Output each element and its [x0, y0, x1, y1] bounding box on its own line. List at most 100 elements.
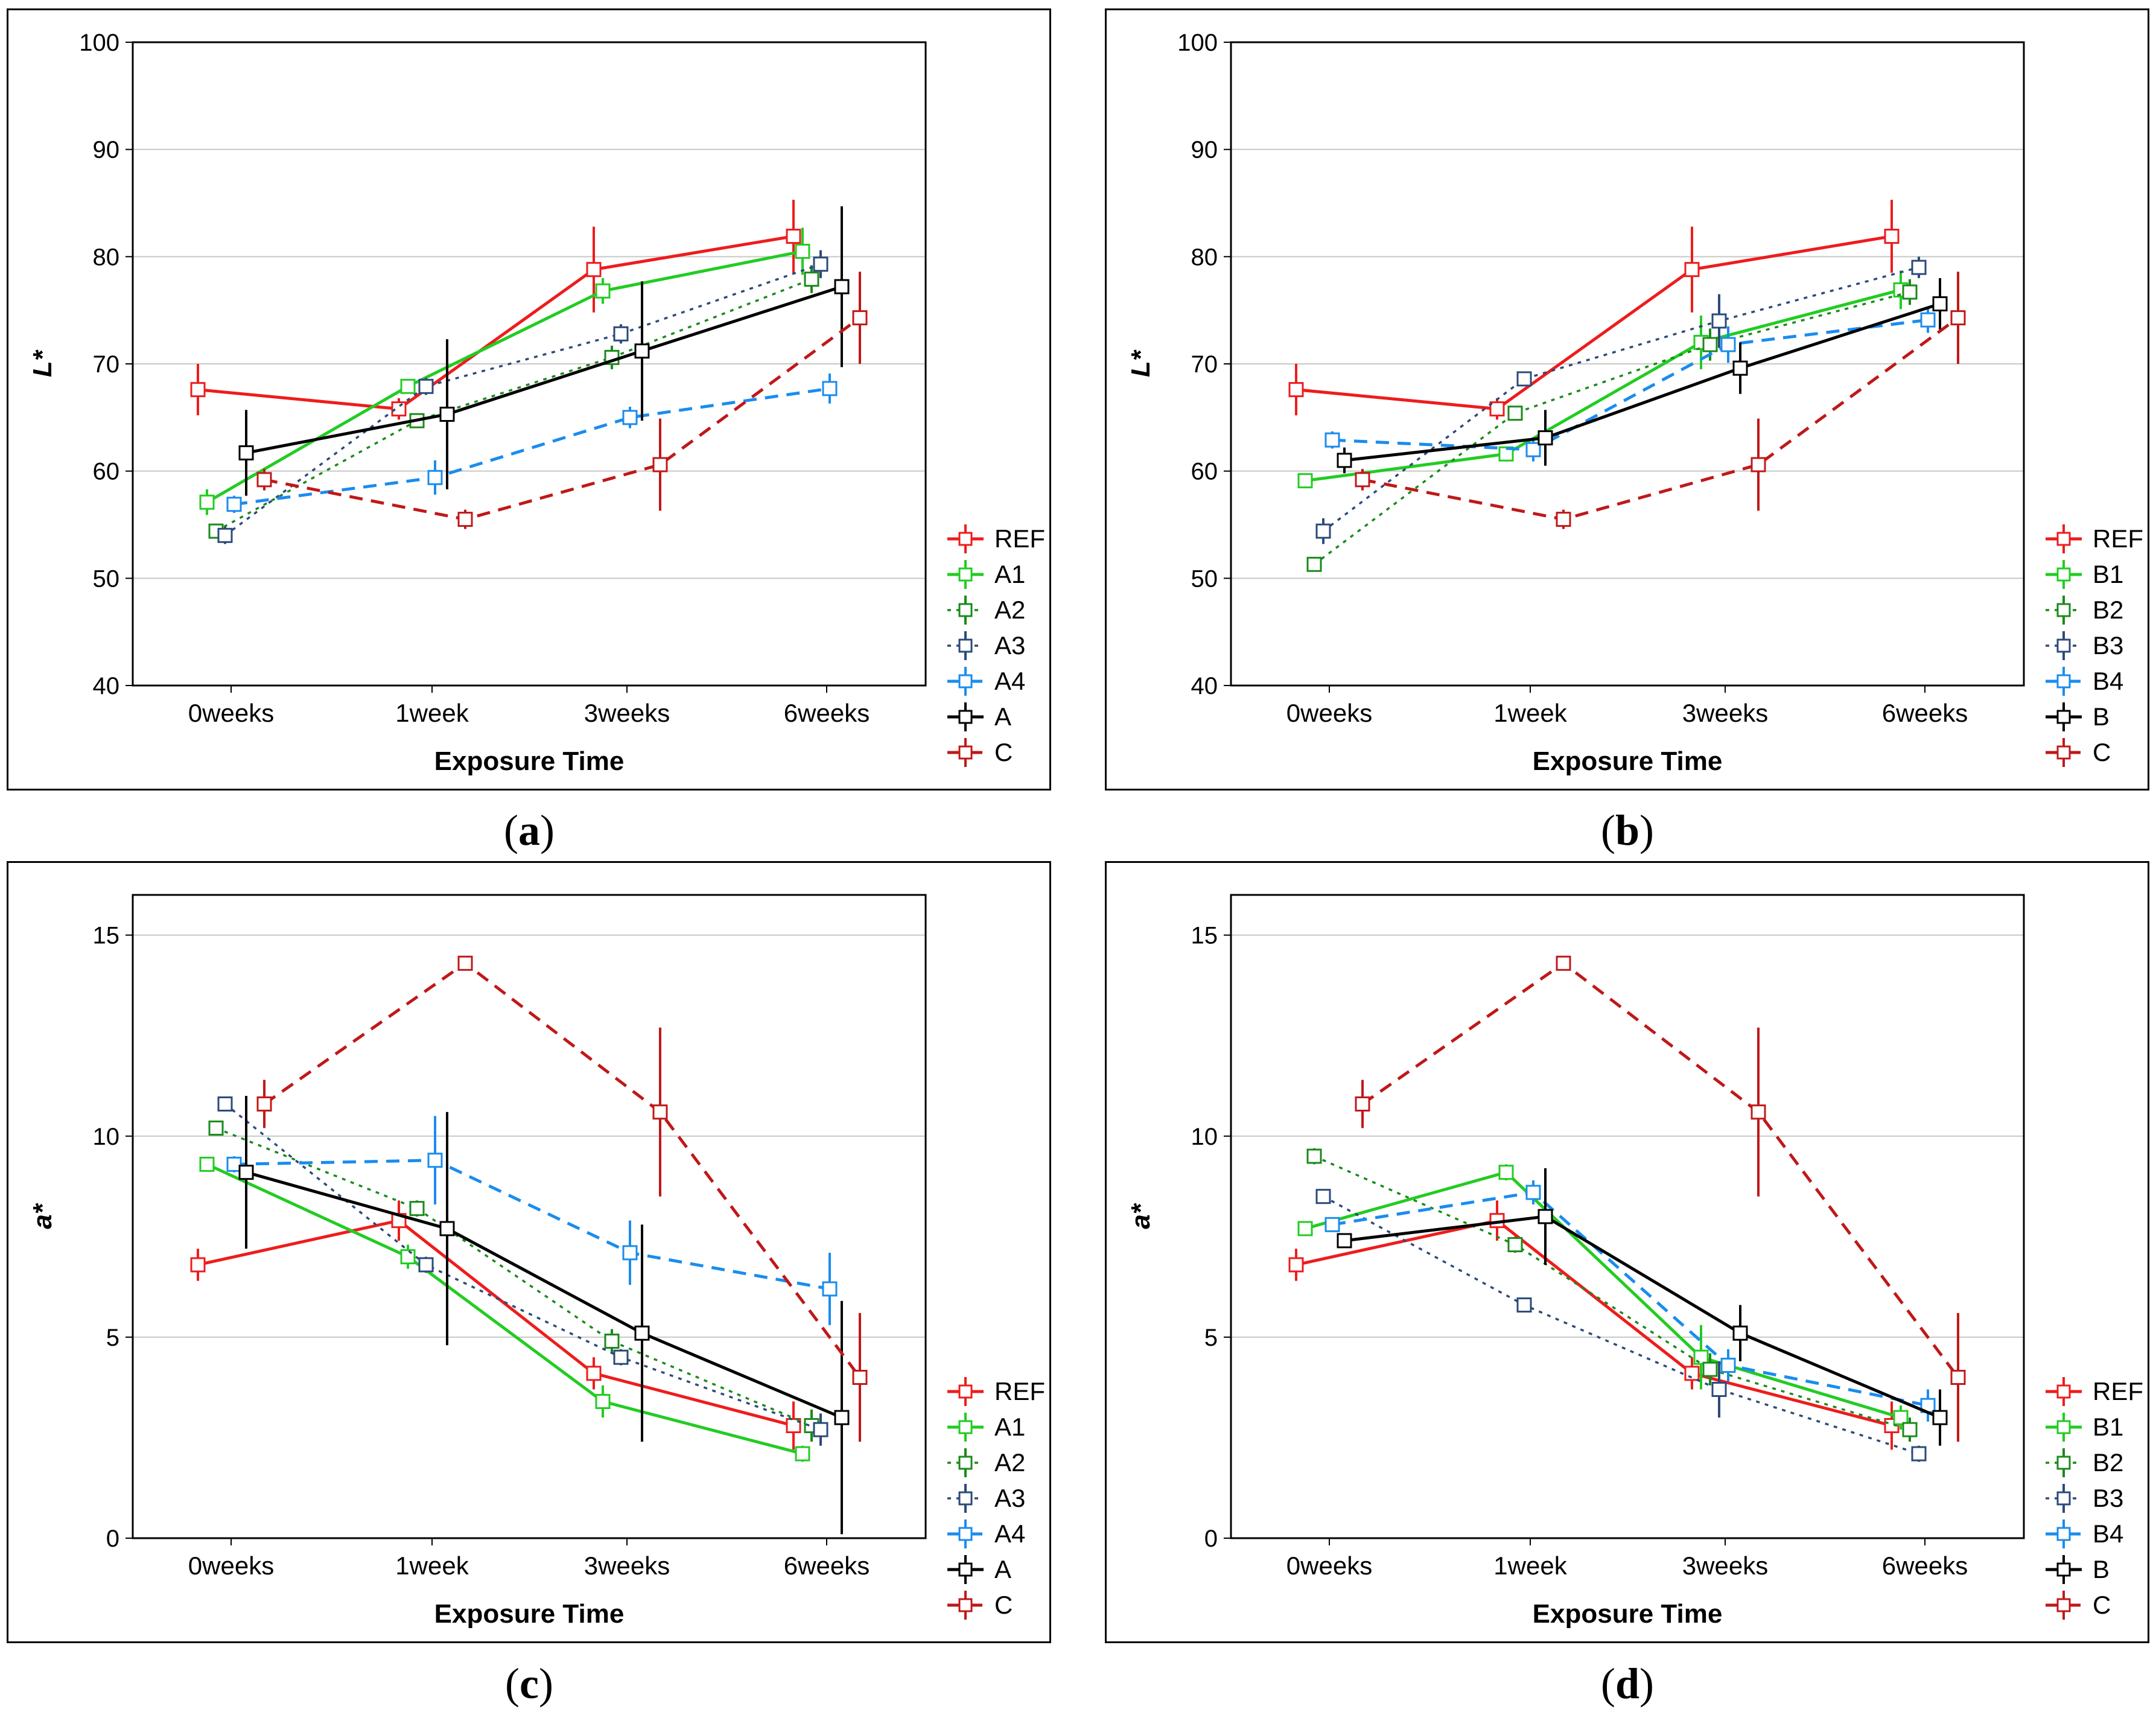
series-line-B3 — [1322, 266, 1919, 532]
data-point-A4 — [822, 1281, 838, 1297]
x-axis-label: Exposure Time — [434, 1599, 625, 1629]
data-point-B2 — [1702, 337, 1718, 352]
data-point-B — [1538, 430, 1553, 446]
data-point-REF — [586, 262, 602, 278]
y-tick-label: 100 — [1177, 30, 1218, 56]
data-point-C — [1556, 512, 1571, 527]
series-line-REF — [197, 1219, 794, 1427]
panel-d-caption: (d) — [1600, 1659, 1654, 1708]
y-tick-label: 100 — [79, 30, 119, 56]
y-tick-label: 40 — [93, 673, 120, 699]
legend-swatch-marker — [2056, 1527, 2071, 1541]
data-point-C — [256, 472, 272, 488]
data-point-C — [852, 1370, 868, 1385]
x-tick-label: 0weeks — [188, 699, 274, 727]
data-point-REF — [786, 229, 801, 244]
panel-b-caption: (b) — [1600, 806, 1654, 854]
data-point-B1 — [1893, 1410, 1909, 1425]
legend-label: REF — [2093, 524, 2143, 553]
y-tick-label: 0 — [1204, 1526, 1218, 1552]
legend-label: C — [2093, 1591, 2111, 1619]
legend-label: C — [994, 1591, 1013, 1619]
series-line-A4 — [234, 1159, 830, 1291]
data-point-B3 — [1516, 1297, 1532, 1313]
y-tick-label: 15 — [1191, 923, 1218, 949]
data-point-A1 — [199, 1156, 215, 1172]
legend-swatch-marker — [958, 603, 973, 617]
data-point-A4 — [822, 381, 838, 396]
data-point-REF — [1288, 382, 1304, 398]
x-tick-label: 1week — [1493, 699, 1567, 727]
x-axis-label: Exposure Time — [1533, 1599, 1723, 1629]
y-tick-label: 60 — [93, 459, 120, 485]
data-point-B3 — [1911, 259, 1927, 275]
data-point-A2 — [804, 272, 819, 287]
data-point-C — [1355, 472, 1370, 488]
legend-swatch-marker — [958, 1562, 973, 1577]
data-point-A — [439, 1221, 455, 1236]
series-line-A — [246, 1171, 842, 1419]
y-tick-label: 50 — [1191, 565, 1218, 592]
legend-swatch-marker — [2056, 745, 2071, 760]
data-point-B4 — [1324, 1217, 1340, 1232]
data-point-C — [1751, 1104, 1766, 1120]
legend-swatch-marker — [2056, 1598, 2071, 1612]
x-axis-label: Exposure Time — [434, 746, 625, 776]
legend-label: A3 — [994, 631, 1025, 660]
legend-swatch-marker — [958, 532, 973, 546]
data-point-B4 — [1920, 312, 1936, 328]
data-point-A3 — [613, 326, 629, 342]
data-point-B — [1337, 453, 1352, 468]
data-point-A1 — [595, 1393, 611, 1409]
data-point-A3 — [217, 527, 233, 543]
data-point-B4 — [1720, 1358, 1736, 1373]
legend-label: B — [2093, 1555, 2110, 1583]
data-point-C — [457, 955, 473, 971]
legend-swatch-marker — [2056, 710, 2071, 724]
data-point-C — [1355, 1096, 1370, 1112]
data-point-REF — [586, 1366, 602, 1381]
series-line-C — [1362, 316, 1959, 521]
data-point-A3 — [418, 378, 434, 394]
data-point-A4 — [427, 469, 443, 485]
series-line-A1 — [206, 249, 803, 504]
data-point-C — [256, 1096, 272, 1112]
plot-frame — [1230, 41, 2025, 687]
data-point-B2 — [1507, 1237, 1523, 1253]
data-point-REF — [1288, 1257, 1304, 1273]
x-tick-label: 6weeks — [1882, 1551, 1968, 1580]
y-tick-label: 70 — [93, 351, 120, 378]
data-point-B — [1732, 360, 1748, 376]
legend-label: REF — [994, 524, 1045, 553]
data-point-REF — [1489, 401, 1505, 417]
legend-label: REF — [2093, 1377, 2143, 1405]
data-point-A1 — [400, 378, 416, 394]
legend-swatch-marker — [958, 674, 973, 689]
legend-swatch-marker — [958, 745, 973, 760]
data-point-A1 — [400, 1249, 416, 1265]
x-tick-label: 3weeks — [584, 699, 670, 727]
y-axis-label: L* — [1126, 349, 1156, 377]
plot-frame — [1230, 894, 2025, 1539]
panel-d-caption-label: d — [1615, 1659, 1640, 1708]
chart-c: 0 5 10 15 0weeks 1week 3weeks 6weeks Exposure Ti… — [28, 894, 1045, 1629]
legend-swatch-marker — [958, 567, 973, 582]
data-point-B3 — [1711, 313, 1727, 329]
legend-label: B4 — [2093, 667, 2123, 695]
legend-swatch-marker — [2056, 567, 2071, 582]
data-point-A3 — [613, 1349, 629, 1365]
series-line-B1 — [1305, 1171, 1901, 1419]
legend-label: A1 — [994, 560, 1025, 588]
legend-swatch-marker — [2056, 638, 2071, 653]
data-point-A1 — [795, 1446, 810, 1462]
data-point-B3 — [1516, 371, 1532, 387]
legend-label: A2 — [994, 596, 1025, 624]
y-tick-label: 0 — [106, 1526, 119, 1552]
legend-label: A — [994, 1555, 1011, 1583]
data-point-B — [1732, 1325, 1748, 1341]
legend-label: B2 — [2093, 1448, 2123, 1477]
legend-label: B — [2093, 702, 2110, 731]
legend-label: REF — [994, 1377, 1045, 1405]
data-point-A4 — [622, 1245, 638, 1261]
